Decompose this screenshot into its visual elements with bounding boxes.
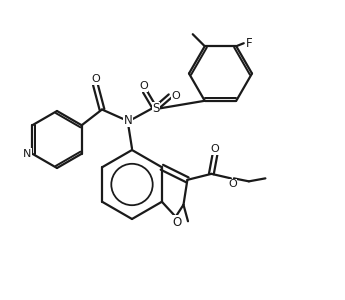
- Text: F: F: [246, 37, 252, 50]
- Text: N: N: [124, 113, 132, 127]
- Text: O: O: [91, 74, 100, 84]
- Text: O: O: [139, 81, 148, 91]
- Text: N: N: [23, 149, 31, 159]
- Text: S: S: [152, 102, 160, 115]
- Text: O: O: [228, 179, 237, 189]
- Text: O: O: [172, 216, 182, 229]
- Text: O: O: [210, 144, 219, 154]
- Text: O: O: [171, 91, 180, 101]
